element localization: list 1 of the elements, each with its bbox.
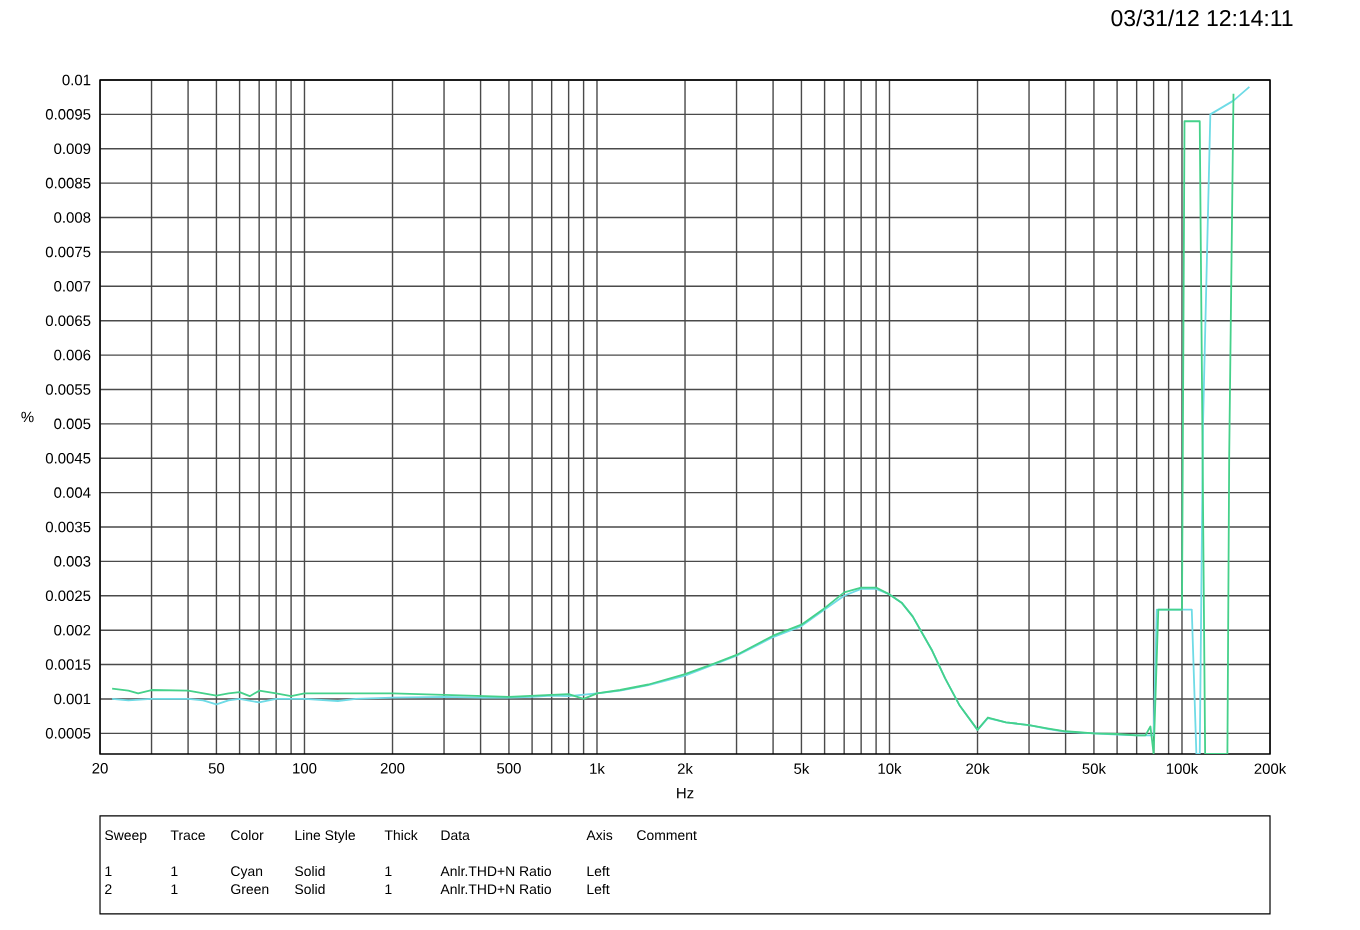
text: 03/31/12 12:14:11 [1111, 9, 1293, 27]
